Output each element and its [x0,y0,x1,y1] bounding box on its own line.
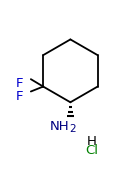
Text: F: F [15,77,23,90]
Text: F: F [15,90,23,103]
Text: NH: NH [50,120,70,134]
Text: H: H [87,135,97,148]
Text: Cl: Cl [85,144,98,157]
Text: 2: 2 [69,124,76,134]
